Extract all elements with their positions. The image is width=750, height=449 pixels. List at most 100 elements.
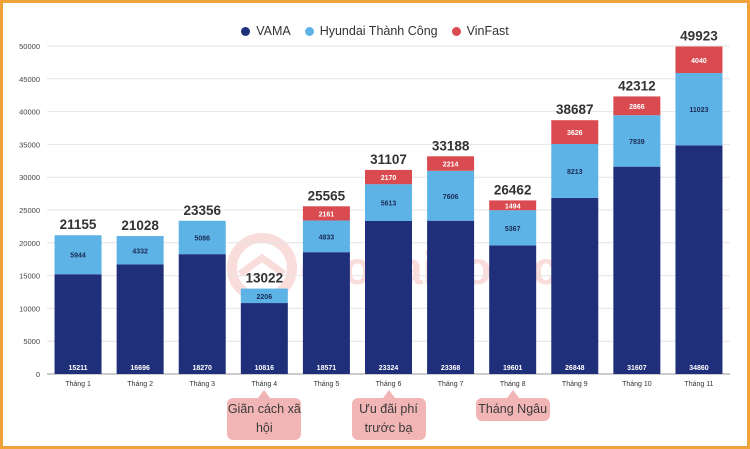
data-label: 34860 bbox=[689, 365, 709, 372]
data-label: 5086 bbox=[194, 235, 210, 242]
bar-segment bbox=[489, 210, 537, 246]
legend-item-vinfast: VinFast bbox=[451, 24, 509, 38]
data-label: 4040 bbox=[691, 58, 707, 65]
bar-segment bbox=[427, 156, 475, 171]
bar-segment bbox=[675, 73, 723, 146]
data-label: 16696 bbox=[130, 365, 150, 372]
legend-swatch-vama bbox=[241, 26, 251, 36]
legend-item-hyundai: Hyundai Thành Công bbox=[304, 24, 438, 38]
data-label: 2206 bbox=[257, 294, 273, 301]
x-tick-label: Tháng 1 bbox=[65, 381, 91, 388]
data-label: 4833 bbox=[319, 234, 335, 241]
y-tick-label: 25000 bbox=[19, 206, 40, 215]
data-label: 26848 bbox=[565, 365, 585, 372]
data-label: 23324 bbox=[379, 365, 399, 372]
legend: VAMA Hyundai Thành Công VinFast bbox=[0, 24, 750, 38]
data-label: 3626 bbox=[567, 130, 583, 137]
annotation-pointer bbox=[506, 390, 519, 398]
annotation-box: Giãn cách xã hội bbox=[227, 398, 302, 440]
y-tick-label: 15000 bbox=[19, 272, 40, 281]
legend-label-vinfast: VinFast bbox=[466, 24, 509, 38]
data-label: 10816 bbox=[255, 365, 275, 372]
bar-segment bbox=[178, 254, 226, 374]
y-tick-label: 40000 bbox=[19, 108, 40, 117]
bar-segment bbox=[54, 235, 102, 275]
y-tick-label: 10000 bbox=[19, 304, 40, 313]
data-label: 2866 bbox=[629, 104, 645, 111]
data-label: 31607 bbox=[627, 365, 647, 372]
total-label: 25565 bbox=[308, 188, 346, 203]
x-tick-label: Tháng 4 bbox=[251, 381, 277, 388]
data-label: 4332 bbox=[132, 248, 148, 255]
legend-label-hyundai: Hyundai Thành Công bbox=[319, 24, 438, 38]
y-tick-label: 0 bbox=[36, 370, 40, 379]
total-label: 21155 bbox=[60, 217, 97, 232]
x-tick-label: Tháng 5 bbox=[314, 381, 340, 388]
bar-segment bbox=[302, 220, 350, 253]
bar-segment bbox=[365, 220, 412, 374]
annotation-box: Ưu đãi phí trước bạ bbox=[351, 398, 426, 440]
bar-segment bbox=[427, 170, 475, 221]
annotation-box: Tháng Ngâu bbox=[475, 398, 550, 421]
x-tick-label: Tháng 9 bbox=[562, 381, 588, 388]
bar-segment bbox=[116, 236, 164, 265]
bar-segment bbox=[489, 200, 537, 211]
bar-segment bbox=[427, 220, 475, 374]
legend-swatch-vinfast bbox=[451, 26, 461, 36]
bar-segment bbox=[302, 206, 350, 221]
x-tick-label: Tháng 11 bbox=[684, 381, 713, 388]
y-tick-label: 45000 bbox=[19, 75, 40, 84]
data-label: 8213 bbox=[567, 169, 583, 176]
data-label: 11023 bbox=[689, 107, 708, 114]
bar-segment bbox=[54, 274, 102, 374]
y-tick-label: 30000 bbox=[19, 173, 40, 182]
bar-segment bbox=[551, 197, 599, 374]
data-label: 18571 bbox=[317, 365, 337, 372]
bar-segment bbox=[116, 264, 164, 374]
x-tick-label: Tháng 8 bbox=[500, 381, 526, 388]
x-tick-label: Tháng 10 bbox=[622, 381, 652, 388]
data-label: 7606 bbox=[443, 194, 459, 201]
bar-segment bbox=[613, 166, 661, 374]
annotation-pointer bbox=[382, 390, 395, 398]
total-label: 38687 bbox=[556, 102, 594, 117]
bar-segment bbox=[675, 46, 723, 74]
data-label: 2161 bbox=[319, 211, 335, 218]
bar-segment bbox=[489, 245, 537, 374]
bar-segment bbox=[240, 288, 288, 304]
total-label: 26462 bbox=[494, 182, 532, 197]
data-label: 5944 bbox=[70, 253, 86, 260]
data-label: 15211 bbox=[68, 365, 87, 372]
bar-segment bbox=[365, 169, 412, 185]
data-label: 2170 bbox=[381, 175, 397, 182]
total-label: 31107 bbox=[370, 152, 407, 167]
bar-segment bbox=[675, 145, 723, 374]
annotation-pointer bbox=[258, 390, 271, 398]
bar-segment bbox=[178, 220, 226, 255]
bar-segment bbox=[365, 184, 412, 221]
data-label: 5367 bbox=[505, 226, 521, 233]
bar-segment bbox=[302, 252, 350, 374]
y-tick-label: 50000 bbox=[19, 42, 40, 51]
bar-segment bbox=[613, 115, 661, 167]
data-label: 23368 bbox=[441, 365, 461, 372]
legend-item-vama: VAMA bbox=[241, 24, 291, 38]
data-label: 19601 bbox=[503, 365, 523, 372]
bar-segment bbox=[240, 303, 288, 374]
y-tick-label: 35000 bbox=[19, 140, 40, 149]
total-label: 49923 bbox=[680, 29, 718, 44]
y-tick-label: 20000 bbox=[19, 239, 40, 248]
x-tick-label: Tháng 2 bbox=[127, 381, 153, 388]
bar-segment bbox=[551, 120, 599, 144]
legend-swatch-hyundai bbox=[304, 26, 314, 36]
data-label: 5613 bbox=[381, 201, 397, 208]
total-label: 33188 bbox=[432, 138, 470, 153]
total-label: 23356 bbox=[183, 203, 221, 218]
x-tick-label: Tháng 6 bbox=[376, 381, 402, 388]
total-label: 13022 bbox=[246, 271, 284, 286]
total-label: 21028 bbox=[121, 218, 159, 233]
data-label: 1494 bbox=[505, 203, 521, 210]
data-label: 18270 bbox=[192, 365, 212, 372]
data-label: 2214 bbox=[443, 162, 459, 169]
